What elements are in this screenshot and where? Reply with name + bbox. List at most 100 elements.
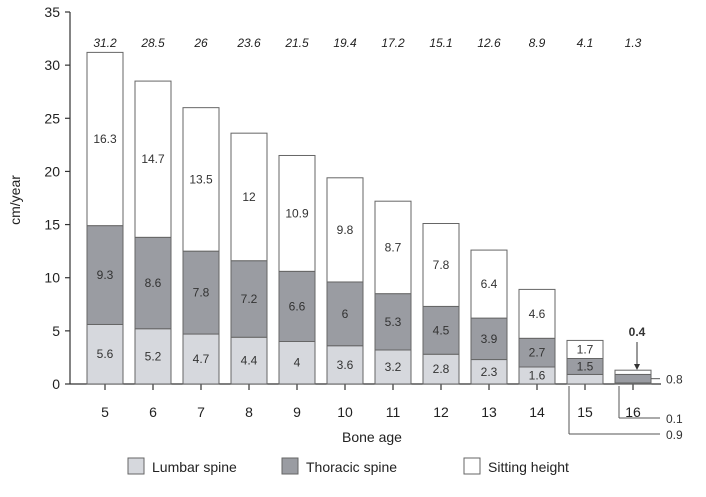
lumbar-spine-label: 3.2 xyxy=(385,360,402,374)
legend-thoracic-spine-swatch xyxy=(281,457,299,475)
lumbar-spine-label: 1.6 xyxy=(529,368,546,382)
lumbar-spine-segment xyxy=(86,323,124,385)
callout-lower-a-label: 0.1 xyxy=(666,412,683,426)
sitting-height-segment xyxy=(374,200,412,295)
thoracic-spine-segment xyxy=(278,270,316,342)
sitting-height-segment xyxy=(470,249,508,319)
sitting-height-segment xyxy=(326,177,364,283)
bars: 5.6 9.3 16.3 5.2 8.6 14.7 4.7 7.8 13.5 4.4 7.2 12 4 6… xyxy=(86,51,652,385)
y-tick-label: 15 xyxy=(44,217,60,233)
thoracic-spine-label: 4.5 xyxy=(433,323,450,337)
x-tick-label: 6 xyxy=(149,404,157,420)
lumbar-spine-segment xyxy=(326,345,364,385)
total-label: 17.2 xyxy=(381,36,405,50)
sitting-height-segment xyxy=(518,288,556,339)
x-axis-title: Bone age xyxy=(342,429,402,445)
total-label: 28.5 xyxy=(140,36,165,50)
x-tick-label: 10 xyxy=(337,404,353,420)
thoracic-spine-segment xyxy=(614,373,652,384)
y-axis: 0 5 10 15 20 25 30 35 xyxy=(44,4,71,392)
legend-sitting-height-swatch xyxy=(463,457,481,475)
total-labels: 31.2 28.5 26 23.6 21.5 19.4 17.2 15.1 12.6 8.9 4.1… xyxy=(93,36,641,50)
y-axis-title: cm/year xyxy=(7,175,23,225)
y-tick-label: 5 xyxy=(52,323,60,339)
sitting-height-label: 8.7 xyxy=(385,240,402,254)
y-tick-label: 10 xyxy=(44,270,60,286)
callout-lower-b-label: 0.9 xyxy=(666,428,683,442)
total-label: 15.1 xyxy=(429,36,452,50)
total-label: 26 xyxy=(193,36,208,50)
thoracic-spine-segment xyxy=(422,305,460,355)
sitting-height-label: 6.4 xyxy=(481,277,498,291)
thoracic-spine-label: 1.5 xyxy=(577,359,594,373)
lumbar-spine-segment xyxy=(230,336,268,385)
thoracic-spine-label: 6 xyxy=(342,307,349,321)
legend-lumbar-spine-swatch xyxy=(127,457,145,475)
total-label: 1.3 xyxy=(625,36,642,50)
lumbar-spine-label: 5.2 xyxy=(145,349,162,363)
x-axis: 5 6 7 8 9 10 11 12 13 14 15 16 xyxy=(70,383,661,420)
thoracic-spine-label: 5.3 xyxy=(385,315,402,329)
lumbar-spine-segment xyxy=(182,333,220,385)
callouts: 0.4 0.8 0.1 0.9 xyxy=(568,325,683,442)
x-tick-label: 16 xyxy=(625,404,641,420)
x-tick-label: 12 xyxy=(433,404,449,420)
y-tick-label: 0 xyxy=(52,376,60,392)
y-tick-label: 30 xyxy=(44,57,60,73)
sitting-height-segment xyxy=(278,154,316,272)
lumbar-spine-label: 4.4 xyxy=(241,354,258,368)
sitting-height-segment xyxy=(86,51,124,227)
thoracic-spine-segment xyxy=(86,225,124,325)
y-tick-label: 20 xyxy=(44,163,60,179)
legend-lumbar-spine-label: Lumbar spine xyxy=(152,459,237,475)
sitting-height-label: 16.3 xyxy=(93,132,117,146)
lumbar-spine-label: 2.3 xyxy=(481,365,498,379)
thoracic-spine-segment xyxy=(182,250,220,335)
thoracic-spine-label: 9.3 xyxy=(97,268,114,282)
thoracic-spine-label: 2.7 xyxy=(529,346,546,360)
x-tick-label: 9 xyxy=(293,404,301,420)
sitting-height-label: 4.6 xyxy=(529,307,546,321)
legend-sitting-height-label: Sitting height xyxy=(488,459,569,475)
thoracic-spine-segment xyxy=(326,281,364,347)
sitting-height-label: 10.9 xyxy=(285,206,309,220)
y-tick-label: 25 xyxy=(44,110,60,126)
sitting-height-segment xyxy=(230,132,268,262)
x-tick-label: 7 xyxy=(197,404,205,420)
callout-top-label: 0.4 xyxy=(629,325,646,339)
sitting-height-segment xyxy=(566,339,604,359)
thoracic-spine-label: 7.8 xyxy=(193,286,210,300)
lumbar-spine-label: 3.6 xyxy=(337,358,354,372)
x-tick-label: 8 xyxy=(245,404,253,420)
lumbar-spine-segment xyxy=(374,349,412,385)
x-tick-label: 11 xyxy=(386,404,401,420)
y-tick-label: 35 xyxy=(44,4,60,20)
sitting-height-segment xyxy=(134,80,172,238)
sitting-height-label: 7.8 xyxy=(433,258,450,272)
total-label: 19.4 xyxy=(333,36,357,50)
total-label: 12.6 xyxy=(477,36,501,50)
x-tick-label: 14 xyxy=(529,404,545,420)
thoracic-spine-label: 8.6 xyxy=(145,276,162,290)
lumbar-spine-label: 4 xyxy=(294,356,301,370)
legend: Lumbar spine Thoracic spine Sitting height xyxy=(127,457,569,475)
thoracic-spine-segment xyxy=(374,293,412,351)
sitting-height-segment xyxy=(614,369,652,375)
thoracic-spine-segment xyxy=(230,260,268,338)
sitting-height-segment xyxy=(422,223,460,307)
callout-top-arrowhead xyxy=(634,364,640,370)
x-tick-label: 13 xyxy=(481,404,497,420)
thoracic-spine-segment xyxy=(518,337,556,368)
thoracic-spine-label: 3.9 xyxy=(481,332,498,346)
callout-side-label: 0.8 xyxy=(666,373,683,387)
sitting-height-label: 14.7 xyxy=(141,152,165,166)
total-label: 23.6 xyxy=(236,36,261,50)
legend-thoracic-spine-label: Thoracic spine xyxy=(306,459,397,475)
x-tick-label: 5 xyxy=(101,404,109,420)
x-tick-label: 15 xyxy=(577,404,593,420)
lumbar-spine-segment xyxy=(278,340,316,385)
total-label: 21.5 xyxy=(284,36,309,50)
sitting-height-label: 13.5 xyxy=(189,172,213,186)
lumbar-spine-segment xyxy=(134,328,172,385)
